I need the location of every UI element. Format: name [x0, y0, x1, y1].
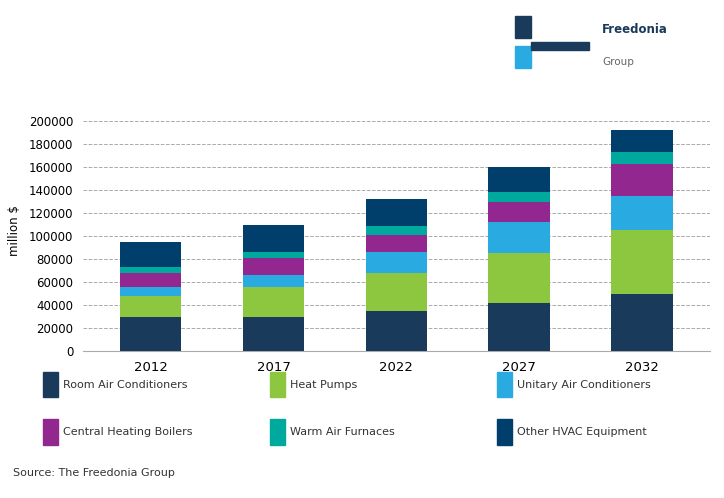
Bar: [120, 273, 182, 287]
Bar: [120, 267, 182, 273]
Text: Unitary Air Conditioners: Unitary Air Conditioners: [517, 380, 651, 390]
Bar: [611, 164, 673, 196]
Bar: [366, 199, 427, 226]
Bar: [243, 287, 304, 317]
Bar: [497, 419, 512, 445]
Text: Source: The Freedonia Group: Source: The Freedonia Group: [13, 468, 175, 479]
Bar: [243, 252, 304, 258]
Bar: [611, 230, 673, 294]
Bar: [489, 303, 550, 351]
Bar: [243, 317, 304, 351]
Text: Other HVAC Equipment: Other HVAC Equipment: [517, 427, 647, 437]
Bar: [243, 258, 304, 275]
Bar: [120, 296, 182, 317]
Bar: [515, 46, 531, 68]
Bar: [366, 311, 427, 351]
Text: Room Air Conditioners: Room Air Conditioners: [64, 380, 188, 390]
Bar: [243, 225, 304, 252]
Text: Figure 3-6.
Global HVAC Equipment Demand by Product,
2012, 2017, 2022, 2027, & 2: Figure 3-6. Global HVAC Equipment Demand…: [9, 4, 274, 73]
Text: Warm Air Furnaces: Warm Air Furnaces: [290, 427, 395, 437]
Text: Group: Group: [602, 57, 634, 67]
Bar: [366, 273, 427, 311]
Bar: [366, 226, 427, 235]
Bar: [515, 16, 531, 38]
Text: Central Heating Boilers: Central Heating Boilers: [64, 427, 193, 437]
Bar: [120, 317, 182, 351]
Bar: [611, 152, 673, 164]
Y-axis label: million $: million $: [8, 205, 21, 256]
Bar: [489, 202, 550, 222]
Bar: [611, 196, 673, 230]
Bar: [120, 287, 182, 296]
Bar: [43, 419, 58, 445]
Bar: [120, 242, 182, 267]
Bar: [489, 192, 550, 202]
Bar: [270, 419, 285, 445]
Bar: [531, 42, 589, 50]
Text: Heat Pumps: Heat Pumps: [290, 380, 358, 390]
Bar: [611, 294, 673, 351]
Bar: [243, 275, 304, 287]
Bar: [366, 252, 427, 273]
Text: Freedonia: Freedonia: [602, 23, 668, 36]
Bar: [366, 235, 427, 252]
Bar: [489, 222, 550, 253]
Bar: [43, 372, 58, 397]
Bar: [489, 167, 550, 192]
Bar: [611, 130, 673, 152]
Bar: [270, 372, 285, 397]
Bar: [497, 372, 512, 397]
Bar: [489, 253, 550, 303]
